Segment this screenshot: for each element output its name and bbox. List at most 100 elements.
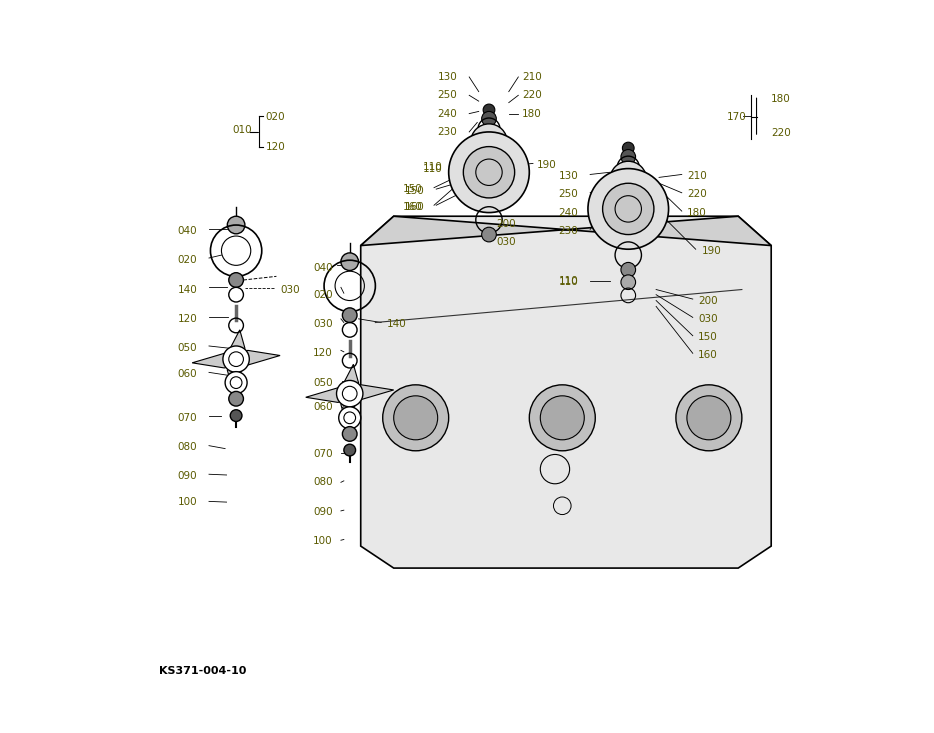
Text: 160: 160 — [404, 202, 424, 212]
Text: KS371-004-10: KS371-004-10 — [159, 666, 247, 676]
Circle shape — [341, 253, 359, 270]
Circle shape — [394, 396, 438, 440]
Text: 160: 160 — [403, 202, 422, 212]
Text: 050: 050 — [177, 343, 197, 353]
Text: 040: 040 — [177, 226, 197, 236]
Polygon shape — [192, 353, 239, 368]
Text: 110: 110 — [423, 162, 443, 172]
Circle shape — [587, 169, 669, 249]
Polygon shape — [234, 350, 280, 365]
Circle shape — [229, 273, 244, 287]
Text: 220: 220 — [686, 189, 707, 199]
Circle shape — [471, 124, 507, 161]
Circle shape — [483, 104, 495, 116]
Text: 020: 020 — [313, 290, 333, 300]
Circle shape — [448, 132, 530, 213]
Text: 210: 210 — [686, 171, 707, 181]
Circle shape — [343, 308, 357, 323]
Text: 220: 220 — [522, 90, 542, 100]
Text: 240: 240 — [438, 108, 458, 119]
Polygon shape — [341, 394, 356, 423]
Circle shape — [621, 262, 636, 277]
Text: 180: 180 — [522, 108, 542, 119]
Polygon shape — [231, 330, 245, 359]
Text: 090: 090 — [177, 471, 197, 482]
Circle shape — [336, 380, 363, 407]
Text: 060: 060 — [177, 369, 197, 379]
Text: 190: 190 — [701, 246, 721, 256]
Text: 030: 030 — [313, 319, 333, 329]
Text: 140: 140 — [387, 319, 406, 329]
Circle shape — [621, 275, 636, 290]
Text: 210: 210 — [522, 72, 542, 82]
Polygon shape — [344, 364, 359, 394]
Text: 020: 020 — [177, 255, 197, 265]
Text: 150: 150 — [403, 184, 422, 194]
Text: 200: 200 — [698, 295, 717, 306]
Text: 040: 040 — [313, 262, 333, 273]
Circle shape — [463, 147, 515, 198]
Circle shape — [225, 372, 248, 394]
Text: 150: 150 — [404, 185, 424, 196]
Text: 110: 110 — [423, 163, 443, 174]
Text: 160: 160 — [698, 350, 717, 360]
Circle shape — [231, 410, 242, 421]
Text: 070: 070 — [177, 413, 197, 423]
Circle shape — [482, 111, 496, 126]
Circle shape — [622, 142, 634, 154]
Text: 130: 130 — [438, 72, 458, 82]
Circle shape — [343, 427, 357, 441]
Text: 250: 250 — [438, 90, 458, 100]
Polygon shape — [361, 216, 771, 246]
Text: 090: 090 — [313, 507, 333, 517]
Text: 220: 220 — [771, 128, 791, 139]
Text: 240: 240 — [559, 207, 578, 218]
Text: 230: 230 — [559, 226, 578, 236]
Text: 010: 010 — [233, 125, 252, 135]
Text: 200: 200 — [496, 219, 516, 229]
Circle shape — [621, 150, 636, 164]
Circle shape — [530, 385, 595, 451]
Text: 050: 050 — [313, 377, 333, 388]
Text: 110: 110 — [559, 276, 578, 286]
Polygon shape — [305, 388, 353, 402]
Circle shape — [602, 183, 654, 235]
Text: 190: 190 — [537, 160, 557, 170]
Circle shape — [676, 385, 742, 451]
Polygon shape — [361, 216, 771, 568]
Text: 020: 020 — [265, 112, 285, 122]
Circle shape — [339, 407, 361, 429]
Text: 120: 120 — [265, 141, 285, 152]
Circle shape — [223, 346, 249, 372]
Text: 230: 230 — [438, 127, 458, 137]
Text: 180: 180 — [771, 94, 791, 104]
Polygon shape — [347, 385, 394, 399]
Circle shape — [383, 385, 448, 451]
Circle shape — [344, 444, 356, 456]
Text: 180: 180 — [686, 207, 707, 218]
Text: 250: 250 — [559, 189, 578, 199]
Text: 100: 100 — [313, 536, 333, 546]
Text: 030: 030 — [698, 314, 717, 324]
Circle shape — [540, 396, 585, 440]
Text: 030: 030 — [280, 284, 300, 295]
Text: 100: 100 — [177, 497, 197, 507]
Text: 070: 070 — [313, 449, 333, 460]
Text: 170: 170 — [728, 112, 747, 122]
Text: 120: 120 — [313, 348, 333, 358]
Text: 080: 080 — [177, 442, 197, 452]
Circle shape — [227, 216, 245, 234]
Text: 110: 110 — [559, 277, 578, 287]
Polygon shape — [227, 359, 242, 388]
Text: 030: 030 — [496, 237, 516, 247]
Circle shape — [686, 396, 731, 440]
Circle shape — [229, 391, 244, 406]
Text: 120: 120 — [177, 314, 197, 324]
Circle shape — [610, 161, 646, 198]
Text: 080: 080 — [313, 477, 333, 487]
Text: 130: 130 — [559, 171, 578, 181]
Circle shape — [482, 227, 496, 242]
Text: 150: 150 — [698, 332, 717, 342]
Text: 140: 140 — [177, 284, 197, 295]
Text: 060: 060 — [313, 402, 333, 412]
